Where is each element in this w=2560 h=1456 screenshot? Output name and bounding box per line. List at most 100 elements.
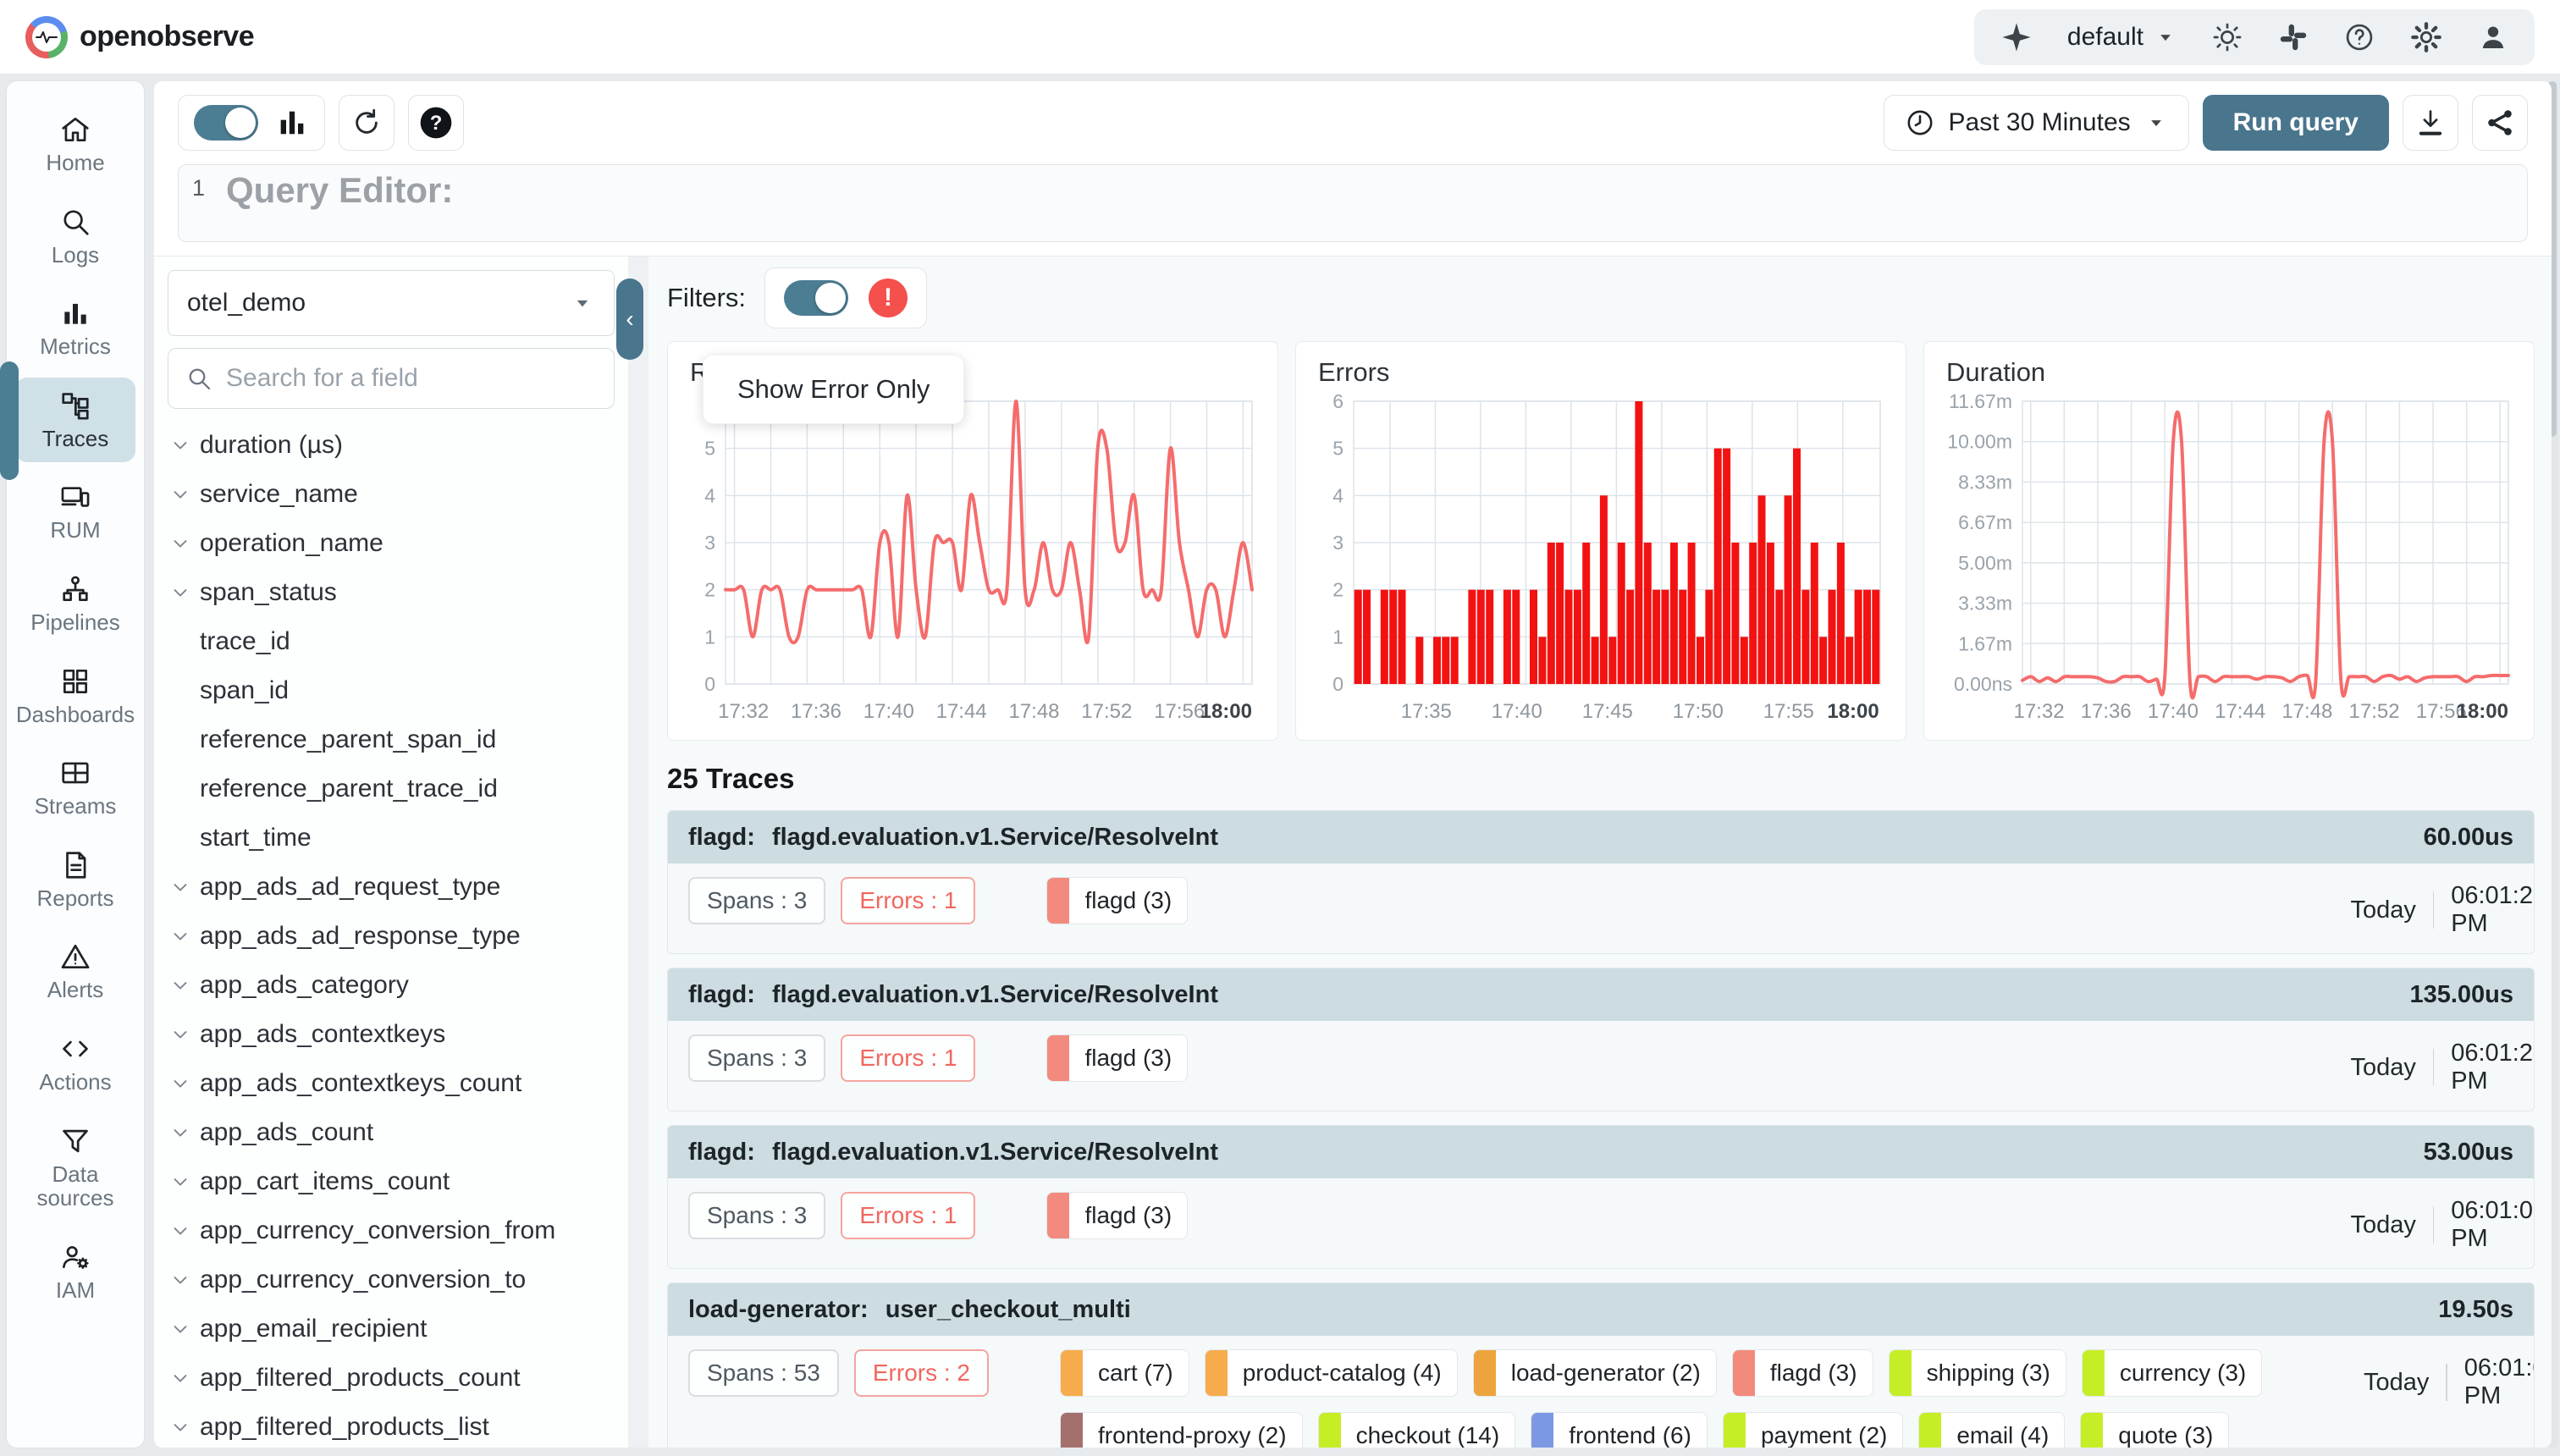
sidebar-item-home[interactable]: Home bbox=[15, 102, 135, 187]
run-query-button[interactable]: Run query bbox=[2202, 95, 2389, 151]
help-icon[interactable] bbox=[2343, 21, 2375, 53]
service-chip[interactable]: checkout (14) bbox=[1317, 1412, 1516, 1448]
collapse-fields-panel-button[interactable]: ‹ bbox=[616, 279, 643, 360]
service-chip[interactable]: currency (3) bbox=[2081, 1349, 2263, 1397]
field-name: app_ads_contextkeys bbox=[200, 1020, 446, 1048]
trace-header[interactable]: flagd: flagd.evaluation.v1.Service/Resolv… bbox=[668, 811, 2534, 863]
service-chip[interactable]: product-catalog (4) bbox=[1204, 1349, 1458, 1397]
query-editor-placeholder: Query Editor: bbox=[226, 170, 454, 210]
service-chip[interactable]: payment (2) bbox=[1722, 1412, 1904, 1448]
help-button[interactable]: ? bbox=[408, 95, 464, 151]
service-chip[interactable]: flagd (3) bbox=[1046, 1034, 1189, 1082]
query-editor[interactable]: 1 Query Editor: bbox=[178, 164, 2528, 242]
trace-card[interactable]: flagd: flagd.evaluation.v1.Service/Resolv… bbox=[667, 810, 2535, 954]
sidebar-item-label: Data sources bbox=[36, 1161, 114, 1211]
spans-chip: Spans : 3 bbox=[688, 877, 826, 924]
settings-icon[interactable] bbox=[2409, 20, 2443, 54]
trace-header[interactable]: flagd: flagd.evaluation.v1.Service/Resolv… bbox=[668, 968, 2534, 1021]
field-item-app-ads-ad-response-type[interactable]: app_ads_ad_response_type bbox=[154, 912, 628, 961]
sidebar-item-label: RUM bbox=[50, 517, 101, 543]
sql-mode-toggle[interactable] bbox=[194, 105, 258, 141]
show-error-only-toggle[interactable] bbox=[784, 280, 848, 316]
service-chip-label: flagd (3) bbox=[1084, 1202, 1172, 1228]
sidebar-item-label: Traces bbox=[41, 425, 109, 451]
sidebar-item-data-sources[interactable]: Data sources bbox=[15, 1113, 135, 1222]
errors-chart[interactable]: 0 1 2 3 4 5 6 17:35 17:40 17:45 17:50 17:55 18:00 bbox=[1306, 389, 1895, 728]
trace-card[interactable]: load-generator: user_checkout_multi 19.50s… bbox=[667, 1282, 2535, 1448]
field-item-span-status[interactable]: span_status bbox=[154, 568, 628, 617]
trace-header[interactable]: flagd: flagd.evaluation.v1.Service/Resolv… bbox=[668, 1126, 2534, 1178]
field-item-reference-parent-trace-id[interactable]: reference_parent_trace_id bbox=[154, 764, 628, 813]
field-item-trace-id[interactable]: trace_id bbox=[154, 617, 628, 666]
trace-header[interactable]: load-generator: user_checkout_multi 19.50s bbox=[668, 1283, 2534, 1336]
sidebar-item-traces[interactable]: Traces bbox=[15, 377, 135, 463]
field-item-app-email-recipient[interactable]: app_email_recipient bbox=[154, 1304, 628, 1354]
service-chip[interactable]: shipping (3) bbox=[1888, 1349, 2066, 1397]
app-title: openobserve bbox=[80, 20, 255, 52]
field-item-duration-s-[interactable]: duration (µs) bbox=[154, 421, 628, 470]
field-item-app-currency-conversion-to[interactable]: app_currency_conversion_to bbox=[154, 1255, 628, 1304]
sidebar-item-logs[interactable]: Logs bbox=[15, 194, 135, 279]
sidebar-item-rum[interactable]: RUM bbox=[15, 469, 135, 554]
sidebar-item-dashboards[interactable]: Dashboards bbox=[15, 654, 135, 739]
service-chip[interactable]: frontend-proxy (2) bbox=[1060, 1412, 1303, 1448]
sidebar-item-alerts[interactable]: Alerts bbox=[15, 929, 135, 1014]
svg-text:11.67m: 11.67m bbox=[1949, 390, 2012, 412]
field-item-app-ads-ad-request-type[interactable]: app_ads_ad_request_type bbox=[154, 863, 628, 912]
trace-card[interactable]: flagd: flagd.evaluation.v1.Service/Resolv… bbox=[667, 968, 2535, 1111]
theme-icon[interactable] bbox=[2211, 21, 2243, 53]
error-filter-icon[interactable]: ! bbox=[869, 279, 908, 317]
service-chip[interactable]: flagd (3) bbox=[1046, 1192, 1189, 1239]
field-item-app-cart-items-count[interactable]: app_cart_items_count bbox=[154, 1157, 628, 1206]
field-item-start-time[interactable]: start_time bbox=[154, 813, 628, 863]
field-item-span-id[interactable]: span_id bbox=[154, 666, 628, 715]
field-item-reference-parent-span-id[interactable]: reference_parent_span_id bbox=[154, 715, 628, 764]
sidebar-item-reports[interactable]: Reports bbox=[15, 837, 135, 923]
stream-selector[interactable]: otel_demo bbox=[168, 270, 615, 336]
errors-chip: Errors : 1 bbox=[841, 1034, 976, 1082]
field-name: duration (µs) bbox=[200, 431, 344, 459]
profile-icon[interactable] bbox=[2477, 21, 2509, 53]
field-item-app-filtered-products-count[interactable]: app_filtered_products_count bbox=[154, 1354, 628, 1403]
app-logo[interactable]: openobserve bbox=[25, 15, 255, 58]
field-item-app-currency-conversion-from[interactable]: app_currency_conversion_from bbox=[154, 1206, 628, 1255]
service-chip[interactable]: cart (7) bbox=[1060, 1349, 1189, 1397]
histogram-icon[interactable] bbox=[275, 106, 309, 140]
slack-icon[interactable] bbox=[2277, 21, 2309, 53]
field-item-app-ads-count[interactable]: app_ads_count bbox=[154, 1108, 628, 1157]
refresh-button[interactable] bbox=[339, 95, 394, 151]
service-chip[interactable]: email (4) bbox=[1918, 1412, 2066, 1448]
rate-chart[interactable]: 012345617:3217:3617:4017:4417:4817:5217:… bbox=[678, 389, 1267, 728]
download-button[interactable] bbox=[2403, 95, 2458, 151]
chevron-down-icon bbox=[168, 925, 193, 947]
field-item-app-ads-category[interactable]: app_ads_category bbox=[154, 961, 628, 1010]
duration-chart[interactable]: 0.00ns 1.67m 3.33m 5.00m 6.67m 8.33m 10.00m 11.… bbox=[1934, 389, 2524, 728]
sidebar-item-pipelines[interactable]: Pipelines bbox=[15, 561, 135, 647]
time-range-selector[interactable]: Past 30 Minutes bbox=[1883, 95, 2189, 151]
field-item-app-ads-contextkeys-count[interactable]: app_ads_contextkeys_count bbox=[154, 1059, 628, 1108]
service-chip[interactable]: frontend (6) bbox=[1531, 1412, 1708, 1448]
org-selector[interactable]: default bbox=[2067, 23, 2177, 52]
svg-text:1.67m: 1.67m bbox=[1958, 632, 2012, 654]
field-item-operation-name[interactable]: operation_name bbox=[154, 519, 628, 568]
service-chip[interactable]: flagd (3) bbox=[1046, 877, 1189, 924]
chevron-down-icon bbox=[168, 1416, 193, 1438]
service-chip[interactable]: flagd (3) bbox=[1731, 1349, 1873, 1397]
sidebar-item-streams[interactable]: Streams bbox=[15, 745, 135, 830]
chart-title: Duration bbox=[1946, 357, 2046, 387]
sidebar-item-actions[interactable]: Actions bbox=[15, 1021, 135, 1106]
svg-text:5: 5 bbox=[704, 438, 715, 460]
service-chip[interactable]: load-generator (2) bbox=[1472, 1349, 1717, 1397]
field-item-app-ads-contextkeys[interactable]: app_ads_contextkeys bbox=[154, 1010, 628, 1059]
field-item-service-name[interactable]: service_name bbox=[154, 470, 628, 519]
share-button[interactable] bbox=[2472, 95, 2528, 151]
sidebar-item-iam[interactable]: IAM bbox=[15, 1229, 135, 1315]
sparkle-icon[interactable] bbox=[2000, 20, 2033, 54]
field-item-app-filtered-products-list[interactable]: app_filtered_products_list bbox=[154, 1403, 628, 1448]
field-search-input[interactable] bbox=[226, 364, 597, 393]
service-color-swatch bbox=[1047, 878, 1070, 924]
svg-text:4: 4 bbox=[704, 484, 715, 506]
service-chip[interactable]: quote (3) bbox=[2080, 1412, 2230, 1448]
sidebar-item-metrics[interactable]: Metrics bbox=[15, 285, 135, 371]
trace-card[interactable]: flagd: flagd.evaluation.v1.Service/Resolv… bbox=[667, 1125, 2535, 1269]
